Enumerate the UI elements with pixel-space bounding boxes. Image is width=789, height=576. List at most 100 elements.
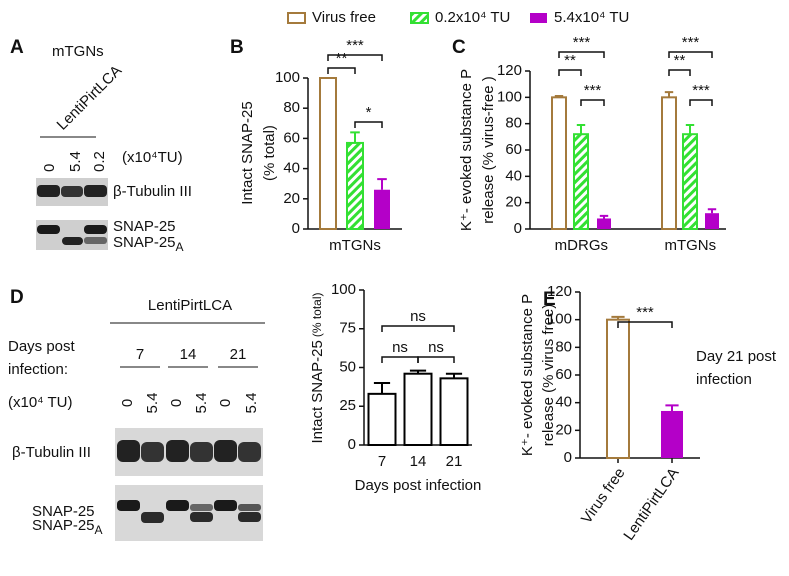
error-bar	[377, 178, 387, 190]
y-tick-label: 80	[283, 99, 300, 116]
error-bar	[409, 369, 427, 374]
y-tick-label: 75	[339, 320, 356, 337]
y-tick-label: 25	[339, 397, 356, 414]
days-label: infection:	[8, 361, 68, 378]
significance-bracket	[354, 121, 383, 128]
blot	[36, 178, 108, 250]
significance-bracket	[558, 69, 582, 76]
x-tick-label: mTGNs	[664, 237, 716, 254]
lane-label: 0	[41, 164, 58, 172]
dose-unit: (x10⁴TU)	[122, 149, 183, 166]
y-tick-label: 0	[514, 220, 522, 237]
significance-label: ***	[584, 82, 602, 99]
bar	[346, 141, 364, 230]
y-tick-label: 60	[555, 366, 572, 383]
y-tick-label: 20	[555, 421, 572, 438]
significance-label: *	[366, 104, 372, 121]
construct-label: LentiPirtLCA	[148, 297, 232, 314]
y-tick-label: 120	[547, 283, 572, 300]
panel-letter: A	[10, 37, 24, 58]
y-tick-label: 20	[505, 194, 522, 211]
significance-label: ***	[346, 37, 364, 54]
y-tick-label: 20	[283, 190, 300, 207]
error-bar	[445, 372, 463, 379]
error-bar	[554, 95, 564, 98]
error-bar	[576, 123, 586, 135]
legend-swatch	[287, 12, 306, 24]
lane-label: 0	[217, 399, 234, 407]
annotation: Day 21 post	[696, 348, 777, 365]
y-axis-title: K⁺- evoked substance P	[458, 69, 475, 231]
x-axis-title: Days post infection	[355, 477, 482, 494]
bar	[606, 318, 630, 459]
band-label: SNAP-25	[32, 503, 95, 520]
lane-label: 0.2	[91, 151, 108, 172]
error-bar	[611, 315, 625, 320]
y-tick-label: 80	[555, 338, 572, 355]
band-label: SNAP-25A	[113, 234, 184, 254]
bar	[661, 410, 683, 458]
error-bar	[665, 404, 679, 411]
x-tick-label: mTGNs	[329, 237, 381, 254]
y-axis-title: (% total)	[261, 125, 278, 181]
bar	[597, 218, 611, 229]
y-tick-label: 100	[497, 88, 522, 105]
error-bar	[350, 131, 360, 143]
bar	[374, 189, 390, 229]
lane-label: 5.4	[243, 393, 260, 414]
panel-letter: E	[543, 289, 556, 310]
annotation: infection	[696, 371, 752, 388]
y-tick-label: 0	[348, 436, 356, 453]
significance-label: **	[336, 50, 348, 67]
significance-label: ***	[573, 34, 591, 51]
cell-label: mTGNs	[52, 43, 104, 60]
legend-swatch	[410, 12, 429, 24]
bar	[319, 77, 337, 230]
lane-label: 0	[119, 399, 136, 407]
bar	[705, 213, 719, 229]
x-tick-label: 14	[410, 453, 427, 470]
y-tick-label: 60	[283, 129, 300, 146]
bar	[403, 372, 433, 447]
y-tick-label: 0	[564, 449, 572, 466]
bar	[551, 96, 567, 231]
bar	[661, 96, 677, 231]
lane-label: 5.4	[144, 393, 161, 414]
panel-letter: D	[10, 287, 24, 308]
significance-bracket	[689, 99, 713, 106]
x-tick-label: 7	[378, 453, 386, 470]
significance-bracket	[558, 51, 605, 58]
lane-label: 5.4	[67, 151, 84, 172]
significance-label: **	[564, 52, 576, 69]
significance-bracket	[668, 51, 713, 58]
day-label: 21	[230, 346, 247, 363]
significance-label: ***	[692, 82, 710, 99]
day-label: 14	[180, 346, 197, 363]
significance-bracket	[381, 356, 419, 363]
significance-bracket	[327, 54, 383, 61]
y-tick-label: 100	[547, 311, 572, 328]
panel-letter: B	[230, 37, 244, 58]
day-label: 7	[136, 346, 144, 363]
y-axis-title: release (% virus free)	[540, 304, 557, 447]
lane-label: 0	[168, 399, 185, 407]
significance-bracket	[381, 325, 455, 332]
bar	[367, 392, 397, 447]
significance-label: ns	[410, 308, 426, 325]
days-label: Days post	[8, 338, 76, 355]
x-tick-label: Virus free	[578, 465, 629, 527]
legend-label: 0.2x10⁴ TU	[435, 9, 510, 26]
x-tick-label: LentiPirtLCA	[620, 465, 682, 544]
y-tick-label: 100	[275, 69, 300, 86]
significance-bracket	[668, 69, 691, 76]
bar	[573, 133, 589, 230]
blot	[115, 428, 263, 541]
band-label: β-Tubulin III	[113, 183, 192, 200]
y-axis-title: K⁺- evoked substance P	[519, 294, 536, 456]
y-tick-label: 0	[292, 220, 300, 237]
y-axis-title: release (% virus-free )	[480, 76, 497, 224]
x-tick-label: mDRGs	[555, 237, 608, 254]
significance-bracket	[417, 356, 455, 363]
y-tick-label: 40	[505, 167, 522, 184]
